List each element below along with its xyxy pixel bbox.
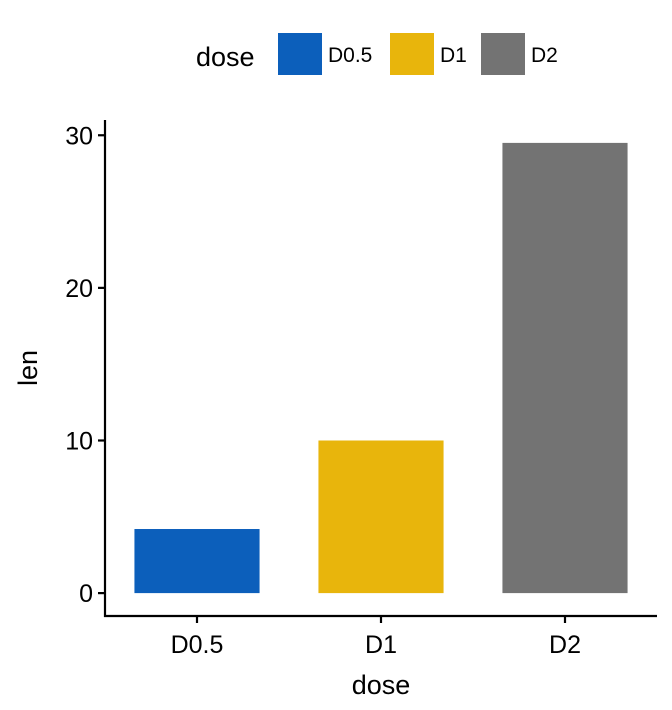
y-tick-label: 10 [65, 427, 93, 455]
x-tick-label: D1 [365, 631, 397, 659]
legend-key-d2 [481, 33, 525, 75]
y-tick-label: 0 [79, 580, 93, 608]
x-axis-title: dose [352, 670, 411, 700]
y-tick-label: 30 [65, 122, 93, 150]
y-axis-title: len [13, 350, 43, 386]
legend-label: D1 [440, 44, 467, 67]
legend-label: D2 [531, 44, 558, 67]
bar-d2 [502, 142, 628, 594]
x-tick-label: D0.5 [171, 631, 224, 659]
y-axis: 0 10 20 30 [65, 120, 107, 617]
x-tick-label: D2 [549, 631, 581, 659]
legend-key-d1 [390, 33, 434, 75]
bar-d0-5 [134, 529, 260, 594]
legend-label: D0.5 [328, 44, 372, 67]
x-axis: D0.5 D1 D2 [104, 614, 657, 659]
bar-d1 [318, 440, 444, 594]
legend: dose D0.5 D1 D2 [196, 33, 558, 75]
bars [134, 142, 628, 594]
legend-key-d0-5 [278, 33, 322, 75]
legend-title: dose [196, 42, 255, 72]
y-tick-label: 20 [65, 275, 93, 303]
